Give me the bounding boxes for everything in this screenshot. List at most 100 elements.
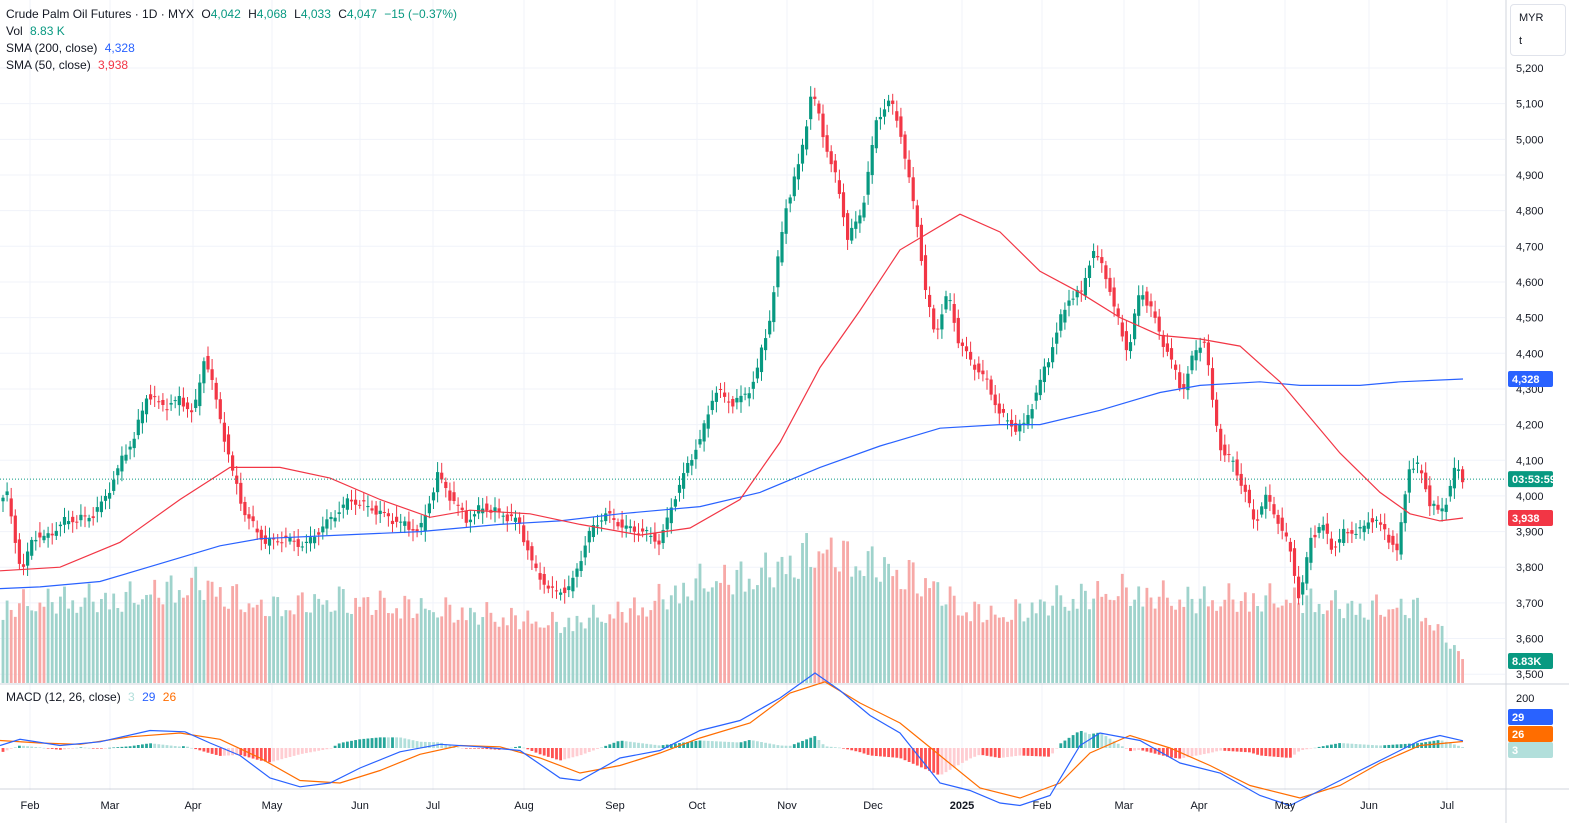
- macd-histogram-bar: [456, 747, 460, 749]
- macd-histogram-bar: [190, 747, 193, 749]
- candle-body: [956, 317, 960, 344]
- candle-body: [997, 403, 1001, 414]
- volume-bar: [702, 588, 706, 683]
- macd-histogram-bar: [1342, 743, 1346, 748]
- macd-histogram-bar: [801, 740, 804, 748]
- candle-body: [936, 328, 940, 330]
- volume-bar: [1379, 614, 1382, 683]
- candle-body: [329, 516, 333, 520]
- candle-body: [1005, 420, 1010, 422]
- macd-histogram-bar: [227, 748, 230, 756]
- price-scale-unit-box[interactable]: MYR t: [1510, 4, 1566, 56]
- macd-histogram-bar: [243, 748, 247, 757]
- volume-bar: [924, 578, 927, 683]
- sma200-legend: SMA (200, close) 4,328: [6, 40, 139, 56]
- candle-body: [870, 144, 874, 176]
- volume-bar: [42, 606, 46, 683]
- volume-bar: [1243, 592, 1247, 683]
- volume-bar: [739, 561, 743, 683]
- candle-body: [1444, 504, 1448, 512]
- volume-bar: [1231, 599, 1235, 683]
- candle-body: [157, 401, 161, 403]
- macd-histogram-bar: [526, 748, 530, 750]
- macd-histogram-bar: [563, 748, 567, 760]
- currency-label[interactable]: MYR: [1519, 12, 1544, 24]
- volume-bar: [411, 618, 415, 683]
- volume-bar: [423, 608, 427, 683]
- volume-bar: [206, 580, 210, 683]
- candle-body: [374, 505, 378, 515]
- macd-tag-text: 29: [1512, 712, 1524, 724]
- candle-body: [1014, 423, 1018, 432]
- macd-histogram-bar: [87, 747, 91, 749]
- candle-body: [600, 520, 604, 522]
- candle-body: [866, 171, 870, 195]
- candle-body: [1071, 298, 1075, 300]
- macd-histogram-bar: [649, 744, 653, 748]
- volume-bar: [1424, 617, 1428, 683]
- time-tick-label: Aug: [514, 800, 534, 812]
- macd-histogram-bar: [341, 742, 345, 748]
- volume-bar: [71, 600, 75, 683]
- volume-bar: [870, 546, 874, 683]
- candle-body: [452, 492, 456, 502]
- candle-body: [776, 256, 780, 288]
- candle-body: [907, 159, 911, 178]
- macd-histogram-bar: [67, 748, 70, 749]
- macd-histogram-bar: [1116, 743, 1120, 748]
- macd-histogram-bar: [346, 741, 349, 748]
- volume-bar: [30, 610, 34, 683]
- candle-body: [1161, 334, 1165, 347]
- macd-histogram-bar: [75, 747, 79, 749]
- volume-bar: [993, 614, 997, 683]
- macd-histogram-bar: [79, 747, 83, 749]
- candle-body: [1141, 295, 1145, 300]
- volume-bar: [1252, 593, 1255, 683]
- candle-body: [964, 346, 969, 352]
- macd-histogram-bar: [776, 745, 780, 748]
- candle-body: [862, 202, 866, 218]
- volume-bar: [719, 582, 722, 683]
- volume-bar: [1227, 583, 1231, 683]
- candle-body: [718, 388, 723, 390]
- macd-histogram-bar: [358, 739, 362, 748]
- volume-bar: [481, 617, 485, 683]
- macd-histogram-bar: [907, 748, 911, 762]
- macd-histogram-bar: [575, 748, 579, 757]
- macd-histogram-bar: [624, 741, 628, 748]
- candle-body: [841, 192, 846, 218]
- macd-histogram-bar: [977, 748, 981, 756]
- volume-bar: [817, 551, 821, 683]
- candle-body: [1001, 408, 1005, 413]
- macd-histogram-bar: [948, 748, 952, 770]
- macd-histogram-bar: [706, 740, 710, 748]
- volume-bar: [67, 608, 70, 683]
- sma50-tag-text: 3,938: [1512, 513, 1540, 525]
- volume-bar: [891, 576, 895, 683]
- volume-bar: [1125, 587, 1128, 683]
- candle-body: [1128, 342, 1133, 352]
- candle-body: [743, 393, 747, 395]
- volume-bar: [948, 586, 952, 683]
- candle-body: [1321, 524, 1325, 531]
- volume-bar: [169, 575, 173, 683]
- candle-body: [665, 517, 669, 530]
- candle-body: [690, 460, 694, 466]
- volume-bar: [641, 607, 644, 683]
- signal-tag-text: 26: [1512, 729, 1524, 741]
- volume-bar: [1387, 609, 1391, 683]
- volume-bar: [489, 612, 493, 683]
- candle-body: [1432, 503, 1436, 506]
- candle-body: [993, 394, 997, 406]
- macd-histogram-bar: [169, 745, 173, 748]
- unit-mode-label[interactable]: t: [1519, 35, 1523, 47]
- candle-body: [34, 539, 38, 542]
- volume-bar: [1342, 618, 1346, 683]
- macd-histogram-bar: [1022, 748, 1026, 756]
- candle-body: [1288, 541, 1292, 552]
- macd-histogram-bar: [1276, 748, 1280, 758]
- candle-body: [308, 537, 313, 544]
- candle-body: [87, 517, 91, 522]
- macd-histogram-bar: [305, 748, 308, 754]
